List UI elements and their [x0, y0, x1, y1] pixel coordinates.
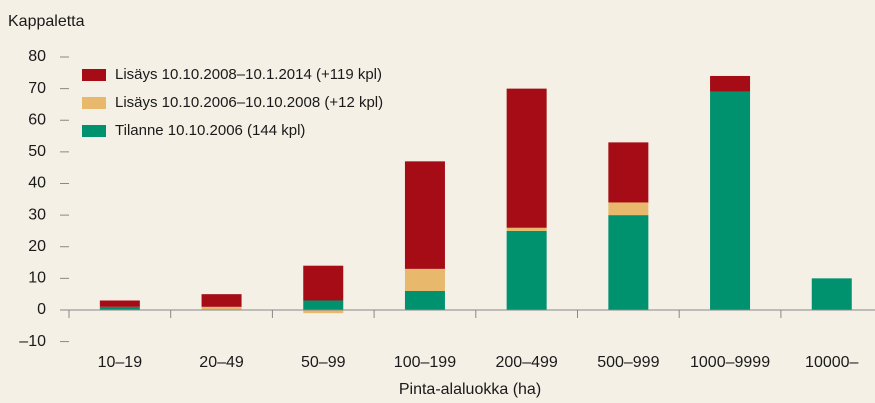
bar-segment: [201, 306, 242, 310]
x-tick-label: 500–999: [597, 354, 659, 371]
x-tick-label: 100–199: [394, 354, 456, 371]
y-tick-label: 40: [28, 175, 46, 192]
bar-segment: [404, 291, 445, 310]
y-tick-label: 70: [28, 80, 46, 97]
y-tick-label: 10: [28, 270, 46, 287]
bar-segment: [201, 294, 242, 307]
legend-swatch: [82, 97, 106, 109]
legend-swatch: [82, 69, 106, 81]
bar-segment: [506, 88, 547, 228]
legend-label: Tilanne 10.10.2006 (144 kpl): [115, 122, 305, 139]
x-tick-label: 1000–9999: [690, 354, 770, 371]
y-tick-label: 30: [28, 206, 46, 223]
bar-segment: [99, 306, 140, 310]
y-tick-label: 20: [28, 238, 46, 255]
bar-segment: [99, 300, 140, 307]
x-tick-label: 10000–: [805, 354, 858, 371]
y-tick-label: 50: [28, 143, 46, 160]
y-axis-label: Kappaletta: [8, 13, 85, 30]
x-tick-label: 10–19: [98, 354, 143, 371]
bar-segment: [404, 268, 445, 292]
bar-segment: [303, 300, 344, 310]
bar-segment: [303, 309, 344, 314]
legend-label: Lisäys 10.10.2008–10.1.2014 (+119 kpl): [115, 66, 382, 83]
bar-segment: [608, 215, 649, 310]
legend-swatch: [82, 125, 106, 137]
bar-segment: [506, 230, 547, 310]
bar-segment: [811, 278, 852, 310]
bar-segment: [506, 227, 547, 231]
x-tick-label: 20–49: [199, 354, 244, 371]
x-tick-label: 50–99: [301, 354, 346, 371]
y-tick-label: 60: [28, 111, 46, 128]
y-tick-label: –10: [19, 333, 46, 350]
y-tick-label: 80: [28, 48, 46, 65]
x-tick-label: 200–499: [496, 354, 558, 371]
bar-segment: [303, 265, 344, 301]
bar-segment: [404, 161, 445, 269]
x-axis-label: Pinta-alaluokka (ha): [399, 381, 541, 398]
legend-label: Lisäys 10.10.2006–10.10.2008 (+12 kpl): [115, 94, 383, 111]
bar-segment: [608, 202, 649, 216]
bar-segment: [608, 142, 649, 203]
bar-segment: [710, 91, 751, 310]
y-tick-label: 0: [37, 301, 46, 318]
bar-segment: [710, 75, 751, 92]
